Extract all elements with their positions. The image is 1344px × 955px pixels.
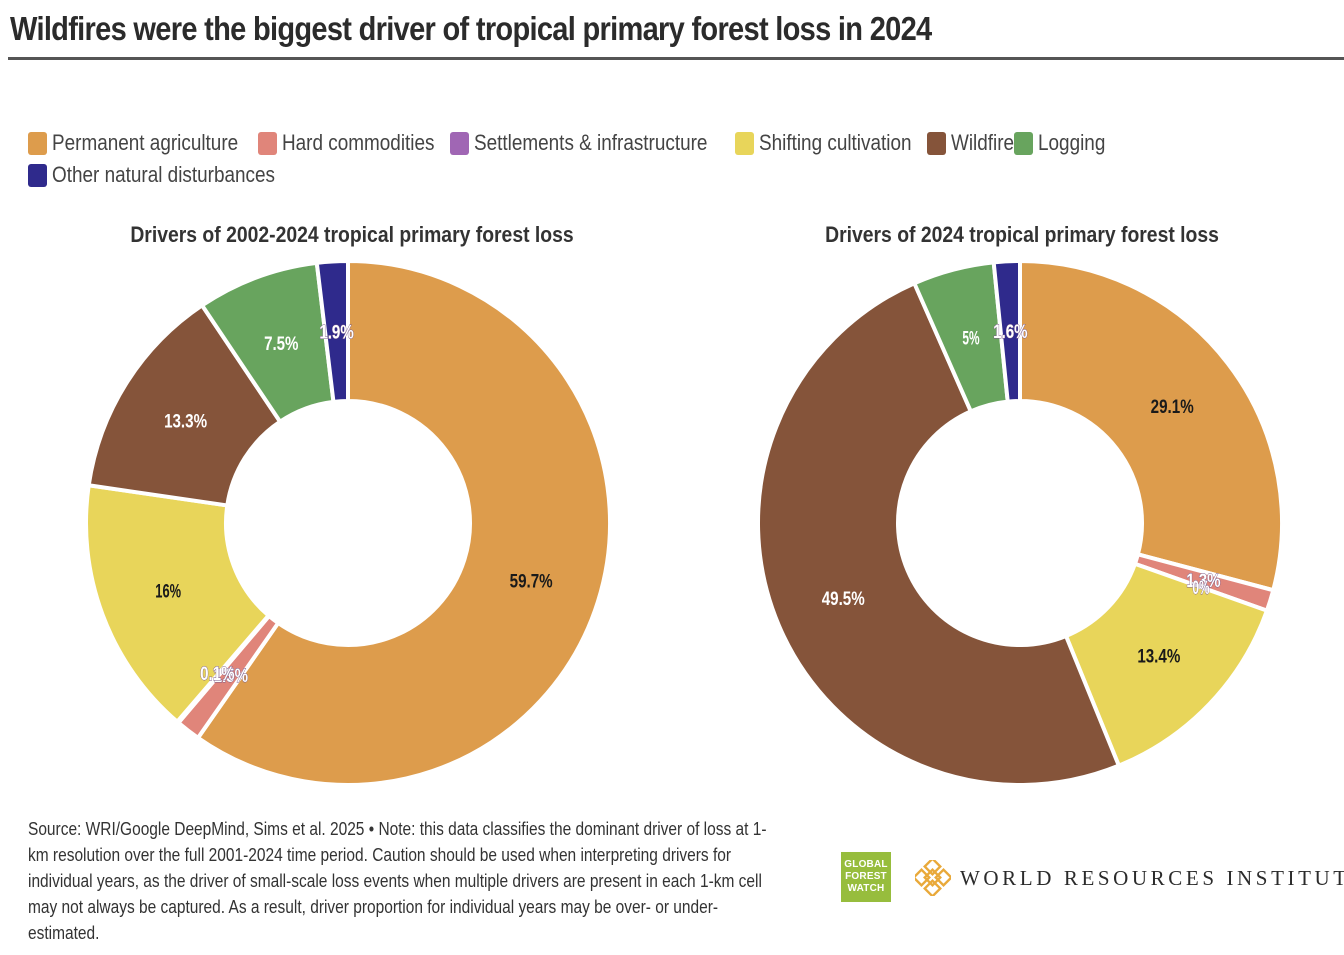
donut-slice: [756, 281, 1121, 787]
donut-slice: [1018, 259, 1284, 593]
slice-label: 16%: [155, 581, 181, 602]
legend-label: Permanent agriculture: [52, 130, 239, 155]
slice-label: 13.3%: [164, 412, 207, 433]
legend-swatch: [735, 131, 755, 155]
title-divider: [8, 57, 1344, 60]
page-title: Wildfires were the biggest driver of tro…: [10, 10, 932, 47]
slice-label: 0%: [1192, 578, 1209, 599]
slice-label: 49.5%: [822, 589, 865, 610]
wri-logo-text: WORLD RESOURCES INSTITUTE: [960, 866, 1344, 890]
legend-label: Wildfire: [950, 130, 1014, 155]
gfw-logo-line-3: WATCH: [847, 883, 885, 894]
donut-chart-2: 29.1% 1.3%0% 13.4% 49.5% 5% 1.6%: [756, 259, 1284, 787]
donut-chart-1: 59.7% 1.5%0.1% 16% 13.3% 7.5% 1.9%: [84, 259, 612, 787]
donut-slice: [314, 259, 350, 404]
legend-swatch: [258, 131, 278, 155]
legend-label: Hard commodities: [282, 130, 435, 155]
wri-logo-icon: [915, 860, 951, 896]
slice-label: 59.7%: [510, 572, 553, 593]
donut-slice: [991, 259, 1022, 404]
legend-item: Shifting cultivation: [735, 130, 914, 156]
legend-item: Wildfire: [926, 130, 1014, 156]
legend-item: Hard commodities: [258, 130, 437, 156]
legend-label: Other natural disturbances: [52, 162, 275, 187]
slice-label: 7.5%: [264, 334, 298, 355]
legend-item: Settlements & infrastructure: [449, 130, 723, 156]
gfw-logo-line-2: FOREST: [845, 871, 887, 882]
legend-item: Other natural disturbances: [28, 162, 289, 188]
donut-slice: [84, 483, 271, 724]
legend-item: Permanent agriculture: [28, 130, 246, 156]
legend-label: Logging: [1037, 130, 1106, 155]
slice-label: 5%: [962, 328, 979, 349]
slice-label: 1.3%: [1186, 571, 1220, 592]
legend-swatch: [28, 131, 47, 155]
donut-slice: [1064, 561, 1269, 768]
gfw-logo-line-1: GLOBAL: [844, 859, 888, 870]
legend-label: Shifting cultivation: [759, 130, 912, 155]
legend-swatch: [926, 131, 946, 155]
donut-slice: [86, 303, 283, 508]
slice-label: 13.4%: [1137, 647, 1180, 668]
chart-1-title: Drivers of 2002-2024 tropical primary fo…: [130, 222, 574, 247]
legend: Permanent agriculture Hard commodities Set…: [28, 130, 1148, 188]
legend-swatch: [28, 163, 47, 187]
slice-label: 1.6%: [993, 322, 1027, 343]
global-forest-watch-logo: GLOBAL FOREST WATCH: [841, 852, 891, 902]
legend-swatch: [1013, 131, 1033, 155]
slice-label: 1.9%: [319, 322, 353, 343]
legend-swatch: [449, 131, 469, 155]
source-note: Source: WRI/Google DeepMind, Sims et al.…: [28, 819, 767, 943]
slice-label: 29.1%: [1151, 397, 1194, 418]
slice-label: 1.5%: [214, 666, 248, 687]
slice-label: 0.1%: [200, 664, 234, 685]
chart-2-title: Drivers of 2024 tropical primary forest …: [825, 222, 1219, 247]
legend-label: Settlements & infrastructure: [473, 130, 708, 155]
legend-item: Logging: [1013, 130, 1105, 156]
donut-slice: [196, 259, 612, 787]
